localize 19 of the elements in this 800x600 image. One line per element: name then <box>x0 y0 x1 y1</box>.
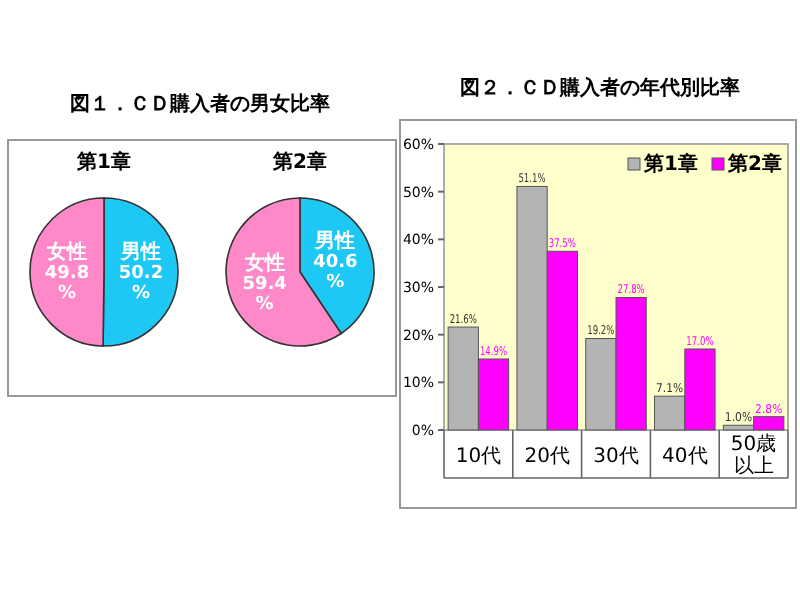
chart-subtitle: 第1章 <box>75 150 131 174</box>
x-tick-label: 30代 <box>593 446 639 468</box>
slice-label: 男性 <box>313 229 356 254</box>
chart-title: 図２．ＣＤ購入者の年代別比率 <box>460 76 740 100</box>
data-label: 49.8 % <box>44 263 90 304</box>
chart-title: 図１．ＣＤ購入者の男女比率 <box>70 92 330 116</box>
chart-title: 第2章 <box>271 150 327 174</box>
x-tick-label: 50歳以上 <box>730 432 777 478</box>
x-tick-label: 10代 <box>455 446 502 468</box>
legend-label: 第2章 <box>726 152 782 176</box>
legend-label: 第1章 <box>642 152 698 176</box>
data-label: 59.4 % <box>242 274 287 315</box>
data-label: 40.6 % <box>313 253 358 294</box>
slice-label: 女性 <box>242 250 285 275</box>
data-label: 50.2 % <box>118 264 164 305</box>
x-tick-label: 40代 <box>662 446 708 468</box>
slice-label: 女性 <box>45 239 87 264</box>
x-tick-label: 20代 <box>524 446 570 468</box>
slice-label: 男性 <box>119 240 161 265</box>
